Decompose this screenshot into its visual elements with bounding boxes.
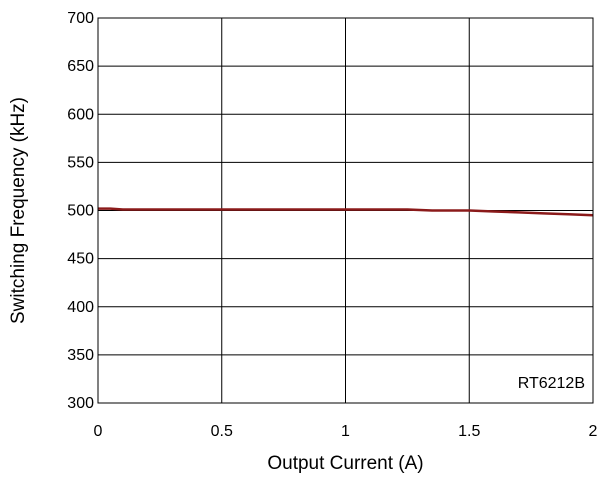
series-line xyxy=(98,207,594,217)
y-tick-label: 400 xyxy=(67,299,94,316)
y-tick-label: 300 xyxy=(67,395,94,412)
y-tick-label: 450 xyxy=(67,251,94,268)
series-layer xyxy=(98,207,594,217)
x-axis-title: Output Current (A) xyxy=(267,453,423,474)
y-tick-labels: 300 350 400 450 500 550 600 650 700 xyxy=(67,10,94,412)
x-tick-label: 1.5 xyxy=(458,423,480,440)
x-tick-labels: 0 0.5 1 1.5 2 xyxy=(94,423,598,440)
part-number-annotation: RT6212B xyxy=(518,375,585,392)
y-tick-label: 550 xyxy=(67,154,94,171)
y-tick-label: 600 xyxy=(67,106,94,123)
y-tick-label: 350 xyxy=(67,347,94,364)
x-tick-label: 0.5 xyxy=(211,423,233,440)
plot-frame xyxy=(97,17,594,404)
x-tick-label: 0 xyxy=(94,423,103,440)
y-tick-label: 500 xyxy=(67,203,94,220)
x-tick-label: 1 xyxy=(341,423,350,440)
y-axis-title: Switching Frequency (kHz) xyxy=(8,97,29,324)
y-tick-label: 650 xyxy=(67,58,94,75)
y-tick-label: 700 xyxy=(67,10,94,27)
x-tick-label: 2 xyxy=(589,423,598,440)
